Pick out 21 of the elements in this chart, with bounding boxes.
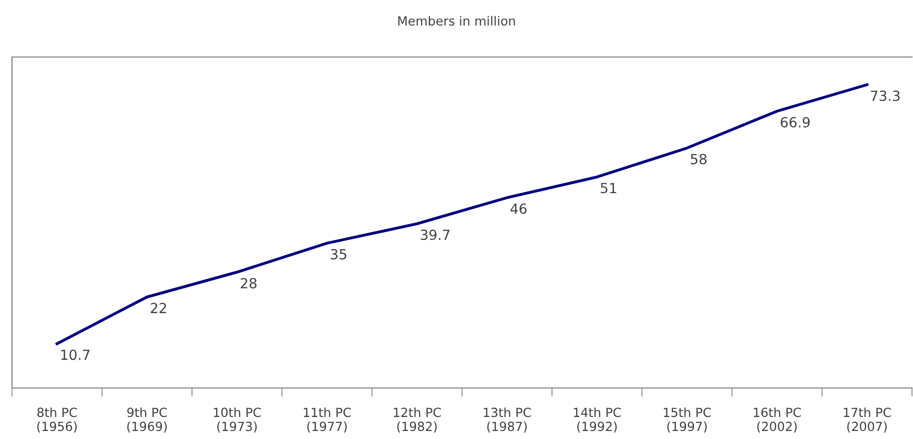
x-tick-label: 10th PC (1973) xyxy=(214,407,261,433)
x-tick-label: 12th PC (1982) xyxy=(394,407,441,433)
data-label: 39.7 xyxy=(420,230,450,240)
data-label: 73.3 xyxy=(870,90,900,102)
x-tick-label: 17th PC (2007) xyxy=(844,407,891,433)
chart-title: Members in million xyxy=(398,16,515,26)
x-tick-label: 11th PC (1977) xyxy=(304,407,351,433)
x-tick-label: 13th PC (1987) xyxy=(484,407,531,433)
x-tick-label: 15th PC (1997) xyxy=(664,407,711,433)
data-label: 51 xyxy=(600,182,616,194)
x-tick-label: 14th PC (1992) xyxy=(574,407,621,433)
data-label: 46 xyxy=(510,203,527,214)
data-label: 22 xyxy=(150,302,166,314)
data-label: 10.7 xyxy=(61,350,90,360)
data-label: 58 xyxy=(690,154,706,164)
x-tick-label: 8th PC (1956) xyxy=(37,407,77,433)
data-label: 28 xyxy=(240,278,256,288)
data-label: 35 xyxy=(330,248,346,260)
data-label: 66.9 xyxy=(780,117,810,128)
x-tick-label: 16th PC (2002) xyxy=(754,407,801,433)
x-tick-label: 9th PC (1969) xyxy=(127,407,167,433)
